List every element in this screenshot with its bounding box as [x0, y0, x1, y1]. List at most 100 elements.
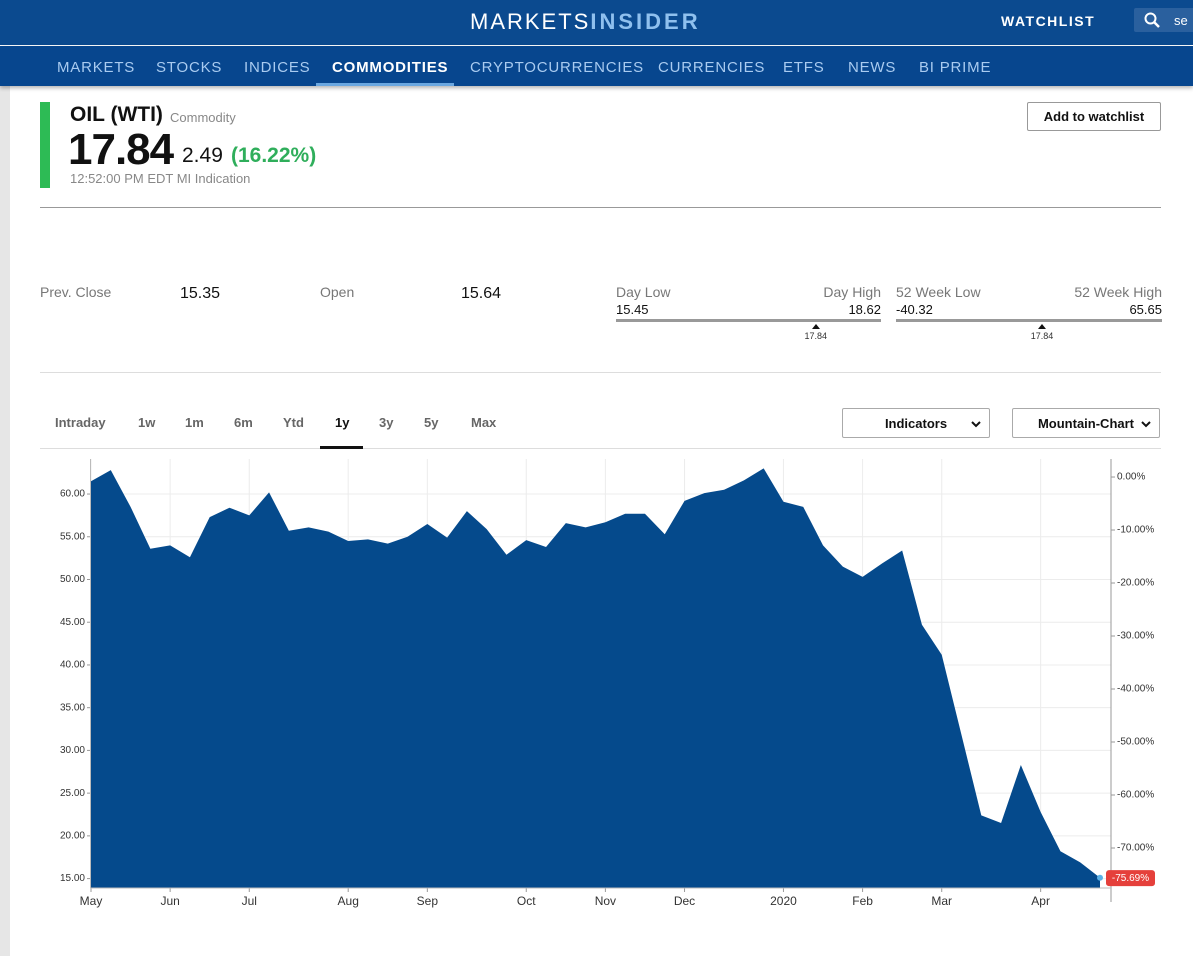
- y2-tick-label: -30.00%: [1117, 631, 1154, 642]
- y-tick-label: 60.00: [60, 489, 85, 500]
- chevron: [971, 421, 981, 428]
- search-icon: [1144, 12, 1160, 28]
- chevron: [1141, 421, 1151, 428]
- x-tick-label: Feb: [852, 894, 873, 908]
- range-marker: [1037, 324, 1046, 329]
- dropdown-label: Mountain-Chart: [1037, 416, 1135, 431]
- x-tick-label: Nov: [595, 894, 616, 908]
- last-point: [1097, 874, 1103, 881]
- y2-tick-label: 0.00%: [1117, 472, 1145, 483]
- logo-markets: MARKETS: [470, 9, 591, 34]
- x-tick-label: Jul: [242, 894, 257, 908]
- x-tick-label: Mar: [931, 894, 952, 908]
- logo[interactable]: MARKETSINSIDER: [470, 9, 701, 35]
- range-high: 65.65: [1129, 302, 1162, 317]
- y2-tick-label: -40.00%: [1117, 684, 1154, 695]
- timeframe-tab[interactable]: 1m: [185, 415, 204, 430]
- nav-bar: [0, 46, 1193, 86]
- nav-active-underline: [316, 83, 454, 86]
- timeframe-tab[interactable]: 5y: [424, 415, 439, 430]
- x-tick-label: Jun: [160, 894, 179, 908]
- add-to-watchlist[interactable]: Add to watchlist: [1027, 102, 1161, 131]
- timeframe-tab[interactable]: 3y: [379, 415, 394, 430]
- x-tick-label: Dec: [674, 894, 695, 908]
- nav-item[interactable]: MARKETS: [57, 59, 136, 76]
- nav-item[interactable]: INDICES: [244, 59, 311, 76]
- area: [91, 468, 1100, 888]
- y-tick-label: 30.00: [60, 745, 85, 756]
- x-tick-label: Oct: [517, 894, 536, 908]
- y-tick-label: 25.00: [60, 788, 85, 799]
- range-label: Day Low: [616, 284, 671, 300]
- timeframe-tab[interactable]: Intraday: [55, 415, 106, 430]
- price: 17.84: [68, 125, 174, 174]
- change-percent: (16.22%): [231, 144, 317, 167]
- nav-item[interactable]: CRYPTOCURRENCIES: [470, 59, 644, 76]
- watchlist-link[interactable]: WATCHLIST: [1001, 13, 1096, 29]
- timeframe-tab[interactable]: 1w: [138, 415, 156, 430]
- divider: [40, 207, 1161, 208]
- dropdown[interactable]: Indicators: [842, 408, 990, 438]
- x-tick-label: 2020: [770, 894, 797, 908]
- x-tick-label: Sep: [417, 894, 439, 908]
- nav-item[interactable]: CURRENCIES: [658, 59, 766, 76]
- divider: [40, 448, 1161, 449]
- change-indicator: [40, 102, 50, 188]
- y-tick-label: 55.00: [60, 531, 85, 542]
- y-tick-label: 40.00: [60, 660, 85, 671]
- divider: [40, 372, 1161, 373]
- y-tick-label: 45.00: [60, 617, 85, 628]
- current-badge-label: -75.69%: [1112, 873, 1149, 884]
- range-marker-label: 17.84: [1030, 331, 1054, 341]
- quote-time: 12:52:00 PM EDT MI Indication: [70, 171, 251, 186]
- change: 2.49: [182, 144, 223, 167]
- y-tick-label: 15.00: [60, 873, 85, 884]
- range-label: 52 Week High: [1074, 284, 1162, 300]
- timeframe-tab[interactable]: Max: [471, 415, 497, 430]
- range-label: Day High: [823, 284, 881, 300]
- nav-item[interactable]: NEWS: [848, 59, 897, 76]
- timeframe-active-underline: [320, 446, 363, 449]
- y2-tick-label: -60.00%: [1117, 790, 1154, 801]
- y2-tick-label: -20.00%: [1117, 578, 1154, 589]
- nav-item[interactable]: BI PRIME: [919, 59, 992, 76]
- y-tick-label: 20.00: [60, 831, 85, 842]
- timeframe-tab[interactable]: 1y: [335, 415, 350, 430]
- timeframe-tab[interactable]: 6m: [234, 415, 253, 430]
- range-bar: [616, 319, 881, 322]
- range-marker-label: 17.84: [804, 331, 828, 341]
- range-low: 15.45: [616, 302, 649, 317]
- stat-label: Open: [320, 284, 355, 300]
- nav-item[interactable]: ETFS: [783, 59, 825, 76]
- search-text: se: [1174, 13, 1188, 28]
- x-tick-label: Aug: [338, 894, 359, 908]
- x-tick-label: May: [80, 894, 103, 908]
- dropdown[interactable]: Mountain-Chart: [1012, 408, 1160, 438]
- search-box[interactable]: se: [1134, 8, 1193, 32]
- y-tick-label: 35.00: [60, 702, 85, 713]
- stat-value: 15.35: [180, 285, 221, 302]
- current-badge: [1106, 870, 1155, 887]
- side-strip: [0, 86, 10, 956]
- top-bar: [0, 0, 1193, 45]
- range-low: -40.32: [896, 302, 933, 317]
- timeframe-tab[interactable]: Ytd: [283, 415, 304, 430]
- y2-tick-label: -70.00%: [1117, 843, 1154, 854]
- y2-tick-label: -10.00%: [1117, 525, 1154, 536]
- y-tick-label: 50.00: [60, 574, 85, 585]
- dropdown-label: Indicators: [884, 416, 948, 431]
- instrument-name: OIL (WTI): [70, 103, 163, 126]
- x-tick-label: Apr: [1031, 894, 1050, 908]
- nav-item[interactable]: COMMODITIES: [332, 59, 449, 76]
- range-high: 18.62: [848, 302, 881, 317]
- range-bar: [896, 319, 1162, 322]
- range-marker: [811, 324, 820, 329]
- nav-item[interactable]: STOCKS: [156, 59, 223, 76]
- y2-tick-label: -50.00%: [1117, 737, 1154, 748]
- instrument-kind: Commodity: [170, 110, 236, 125]
- stat-label: Prev. Close: [40, 284, 112, 300]
- logo-insider: INSIDER: [590, 9, 701, 34]
- stat-value: 15.64: [461, 285, 502, 302]
